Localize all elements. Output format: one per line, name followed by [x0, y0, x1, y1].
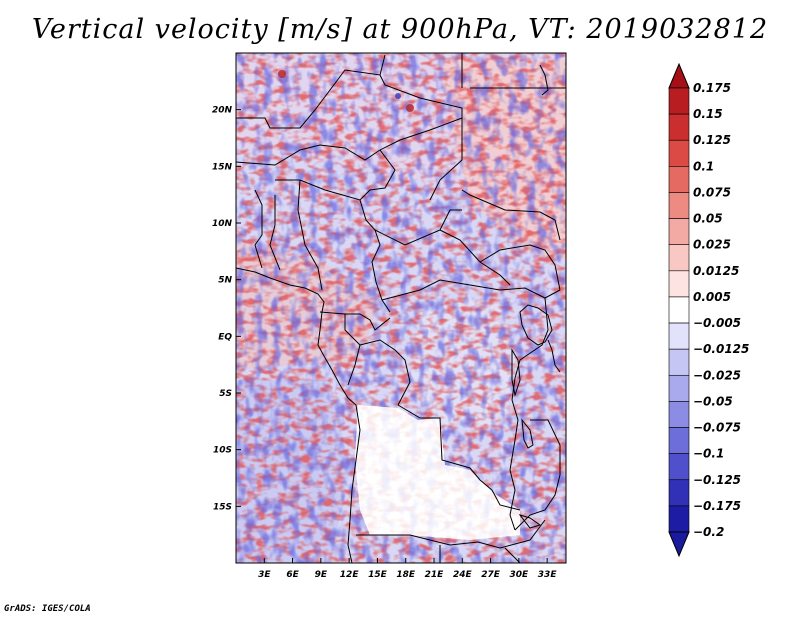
lon-tick-label: 9E	[315, 570, 328, 580]
lat-tick-label: 15N	[212, 162, 233, 172]
colorbar-segment	[668, 505, 690, 533]
colorbar-label: −0.175	[693, 499, 741, 513]
lon-tick-label: 33E	[538, 570, 558, 580]
lon-tick-label: 3E	[258, 570, 271, 580]
lat-tick-label: 5S	[219, 389, 232, 399]
lon-tick-label: 12E	[340, 570, 360, 580]
grads-credit: GrADS: IGES/COLA	[4, 604, 91, 614]
longitude-axis: 3E 6E 9E 12E 15E 18E 21E 24E 27E 30E 33E	[258, 558, 557, 580]
colorbar-segment	[668, 296, 690, 324]
colorbar-segment	[668, 479, 690, 507]
colorbar-segment	[668, 87, 690, 115]
colorbar-label: 0.15	[693, 107, 723, 121]
lat-tick-label: 15S	[213, 502, 232, 512]
latitude-axis: 20N 15N 10N 5N EQ 5S 10S 15S	[212, 106, 241, 512]
colorbar-bottom-arrow	[668, 531, 690, 558]
lon-tick-label: 27E	[481, 570, 501, 580]
colorbar-label: −0.2	[693, 525, 724, 539]
colorbar-label: −0.0125	[693, 342, 749, 356]
colorbar-label: −0.05	[693, 394, 733, 408]
colorbar-segment	[668, 218, 690, 246]
colorbar-segment	[668, 348, 690, 376]
colorbar-segment	[668, 322, 690, 350]
lon-tick-label: 24E	[453, 570, 473, 580]
colorbar-label: 0.0125	[693, 264, 739, 278]
colorbar-label: −0.1	[693, 447, 724, 461]
map-title: Vertical velocity [m/s] at 900hPa, VT: 2…	[31, 14, 769, 45]
colorbar-label: 0.025	[693, 238, 731, 252]
colorbar-segment	[668, 244, 690, 272]
colorbar-segment	[668, 453, 690, 481]
colorbar-segment	[668, 374, 690, 402]
colorbar-segment	[668, 401, 690, 428]
vertical-velocity-field	[236, 53, 566, 563]
lat-tick-label: 5N	[218, 276, 232, 286]
lat-tick-label: 20N	[212, 106, 233, 116]
lon-tick-label: 15E	[368, 570, 388, 580]
lat-tick-label: 10S	[213, 446, 232, 456]
lon-tick-label: 30E	[510, 570, 530, 580]
colorbar-segment	[668, 427, 690, 454]
lat-tick-label: 10N	[212, 219, 233, 229]
colorbar-label: 0.175	[693, 81, 731, 95]
colorbar-top-arrow	[668, 62, 690, 89]
colorbar-label: −0.025	[693, 368, 741, 382]
lon-tick-label: 21E	[425, 570, 445, 580]
colorbar-segment	[668, 139, 690, 167]
lat-tick-label: EQ	[218, 332, 232, 342]
colorbar-segment	[668, 166, 690, 193]
colorbar-label: −0.125	[693, 473, 741, 487]
colorbar-segment	[668, 113, 690, 141]
colorbar-label: 0.05	[693, 212, 723, 226]
colorbar-label: 0.005	[693, 290, 731, 304]
colorbar-label: 0.075	[693, 185, 731, 199]
country-boundaries	[236, 53, 566, 563]
colorbar-segment	[668, 192, 690, 219]
colorbar-label: 0.125	[693, 133, 731, 147]
colorbar-label: −0.005	[693, 316, 741, 330]
colorbar-label: −0.075	[693, 421, 741, 435]
map-frame	[235, 52, 567, 564]
lon-tick-label: 6E	[286, 570, 299, 580]
colorbar-legend: 0.175 0.15 0.125 0.1 0.075 0.05 0.025 0.0125 0.0…	[668, 62, 749, 558]
colorbar-label: 0.1	[693, 159, 714, 173]
lon-tick-label: 18E	[396, 570, 416, 580]
colorbar-segment	[668, 270, 690, 298]
